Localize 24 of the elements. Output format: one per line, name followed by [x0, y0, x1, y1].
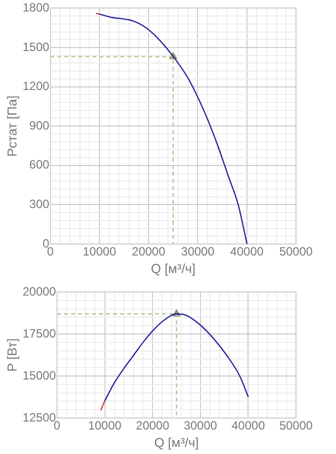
x-tick-label: 10000 — [88, 418, 122, 433]
x-tick-label: 20000 — [132, 244, 166, 259]
y-tick-label: 1500 — [22, 40, 50, 54]
y-axis-title: P [Вт] — [4, 338, 20, 372]
x-tick-label: 40000 — [230, 244, 264, 259]
x-axis-title: Q [м³/ч] — [154, 434, 199, 450]
line-series — [98, 13, 248, 244]
x-axis-title: Q [м³/ч] — [150, 260, 196, 276]
y-tick-label: 900 — [29, 118, 50, 132]
x-tick-label: 20000 — [136, 418, 170, 433]
x-tick-label: 30000 — [181, 244, 215, 259]
y-axis-title: Pстат [Па] — [4, 95, 20, 157]
y-tick-label: 600 — [29, 158, 50, 172]
x-tick-label: 10000 — [82, 244, 116, 259]
y-tick-label: 15000 — [22, 368, 56, 382]
y-tick-label: 20000 — [22, 284, 56, 298]
x-tick-label: 50000 — [279, 244, 314, 259]
x-tick-label: 50000 — [279, 418, 314, 433]
y-tick-label: 1200 — [22, 79, 50, 94]
x-tick-label: 40000 — [232, 418, 266, 433]
y-tick-label: 1800 — [22, 0, 50, 15]
y-tick-label: 17500 — [22, 326, 56, 340]
y-tick-label: 300 — [29, 197, 50, 212]
x-tick-label: 30000 — [184, 418, 218, 433]
